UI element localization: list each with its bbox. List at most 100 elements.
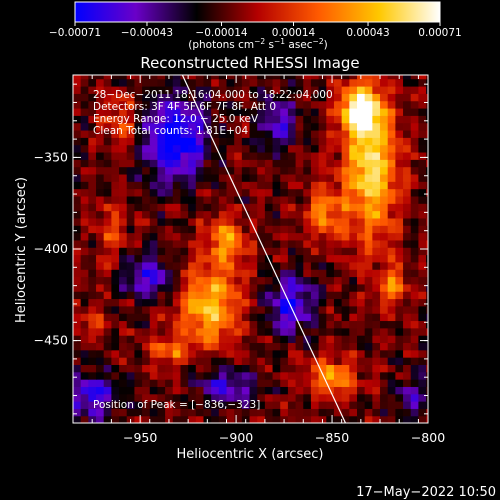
heatmap-cell bbox=[134, 100, 143, 109]
heatmap-cell bbox=[226, 283, 235, 292]
heatmap-cell bbox=[333, 393, 343, 402]
heatmap-cell bbox=[287, 93, 297, 102]
heatmap-cell bbox=[134, 232, 143, 241]
heatmap-cell bbox=[149, 313, 159, 322]
heatmap-cell bbox=[241, 305, 251, 314]
heatmap-cell bbox=[180, 349, 189, 358]
heatmap-cell bbox=[126, 210, 136, 219]
heatmap-cell bbox=[326, 100, 335, 109]
heatmap-cell bbox=[333, 335, 343, 344]
heatmap-cell bbox=[80, 129, 89, 138]
heatmap-cell bbox=[287, 327, 297, 336]
heatmap-cell bbox=[149, 217, 159, 226]
heatmap-cell bbox=[272, 232, 281, 241]
heatmap-cell bbox=[96, 217, 105, 226]
heatmap-cell bbox=[103, 203, 112, 212]
heatmap-cell bbox=[349, 181, 358, 190]
heatmap-cell bbox=[372, 217, 381, 226]
heatmap-cell bbox=[226, 393, 235, 402]
heatmap-cell bbox=[73, 232, 82, 241]
heatmap-cell bbox=[172, 173, 182, 182]
heatmap-cell bbox=[426, 320, 428, 329]
heatmap-cell bbox=[188, 173, 197, 182]
heatmap-cell bbox=[418, 225, 427, 234]
heatmap-cell bbox=[241, 401, 251, 409]
heatmap-cell bbox=[73, 210, 82, 219]
heatmap-cell bbox=[172, 320, 182, 329]
heatmap-cell bbox=[142, 298, 151, 307]
heatmap-cell bbox=[249, 393, 258, 402]
heatmap-cell bbox=[287, 379, 297, 387]
heatmap-cell bbox=[326, 225, 335, 234]
heatmap-cell bbox=[142, 203, 151, 212]
heatmap-cell bbox=[287, 78, 297, 87]
heatmap-cell bbox=[264, 78, 274, 87]
colorbar-tick-label: 0.00071 bbox=[418, 27, 461, 39]
heatmap-cell bbox=[165, 305, 174, 314]
heatmap-cell bbox=[165, 137, 174, 146]
heatmap-cell bbox=[310, 107, 320, 116]
heatmap-cell bbox=[226, 232, 235, 241]
heatmap-cell bbox=[111, 327, 120, 336]
heatmap-cell bbox=[418, 75, 427, 80]
heatmap-cell bbox=[88, 276, 97, 285]
heatmap-cell bbox=[226, 203, 235, 212]
heatmap-cell bbox=[380, 85, 389, 94]
heatmap-cell bbox=[180, 254, 189, 263]
heatmap-cell bbox=[372, 291, 381, 300]
heatmap-cell bbox=[188, 144, 197, 153]
heatmap-cell bbox=[272, 283, 281, 292]
heatmap-cell bbox=[180, 159, 189, 168]
heatmap-cell bbox=[295, 379, 304, 387]
heatmap-cell bbox=[119, 371, 128, 380]
heatmap-cell bbox=[157, 151, 166, 160]
heatmap-cell bbox=[426, 269, 428, 278]
heatmap-cell bbox=[310, 335, 320, 344]
heatmap-cell bbox=[134, 349, 143, 358]
heatmap-cell bbox=[211, 75, 220, 80]
heatmap-cell bbox=[403, 78, 412, 87]
y-axis-ticks: −350−400−450 bbox=[34, 83, 428, 415]
heatmap-cell bbox=[195, 225, 205, 234]
heatmap-cell bbox=[318, 100, 327, 109]
heatmap-cell bbox=[403, 225, 412, 234]
heatmap-cell bbox=[195, 203, 205, 212]
heatmap-cell bbox=[111, 93, 120, 102]
heatmap-cell bbox=[387, 357, 396, 365]
heatmap-cell bbox=[303, 254, 312, 263]
heatmap-cell bbox=[349, 298, 358, 307]
heatmap-cell bbox=[418, 276, 427, 285]
heatmap-cell bbox=[218, 137, 228, 146]
heatmap-cell bbox=[280, 386, 289, 395]
heatmap-cell bbox=[403, 371, 412, 380]
heatmap-cell bbox=[410, 210, 420, 219]
heatmap-cell bbox=[119, 85, 128, 94]
heatmap-cell bbox=[395, 203, 404, 212]
heatmap-cell bbox=[410, 357, 420, 365]
heatmap-cell bbox=[403, 401, 412, 409]
heatmap-cell bbox=[295, 283, 304, 292]
heatmap-cell bbox=[333, 75, 343, 80]
heatmap-cell bbox=[218, 122, 228, 131]
heatmap-cell bbox=[303, 379, 312, 387]
heatmap-cell bbox=[387, 408, 396, 417]
heatmap-cell bbox=[80, 78, 89, 87]
heatmap-cell bbox=[165, 335, 174, 344]
heatmap-cell bbox=[211, 349, 220, 358]
heatmap-cell bbox=[80, 188, 89, 197]
heatmap-cell bbox=[134, 393, 143, 402]
heatmap-cell bbox=[149, 210, 159, 219]
heatmap-cell bbox=[272, 305, 281, 314]
heatmap-cell bbox=[73, 269, 82, 278]
heatmap-cell bbox=[287, 239, 297, 248]
heatmap-cell bbox=[249, 298, 258, 307]
heatmap-cell bbox=[142, 342, 151, 351]
heatmap-cell bbox=[357, 298, 366, 307]
heatmap-cell bbox=[241, 210, 251, 219]
heatmap-cell bbox=[303, 269, 312, 278]
heatmap-cell bbox=[295, 217, 304, 226]
heatmap-cell bbox=[103, 393, 112, 402]
heatmap-cell bbox=[310, 393, 320, 402]
heatmap-cell bbox=[403, 298, 412, 307]
heatmap-cell bbox=[111, 247, 120, 256]
